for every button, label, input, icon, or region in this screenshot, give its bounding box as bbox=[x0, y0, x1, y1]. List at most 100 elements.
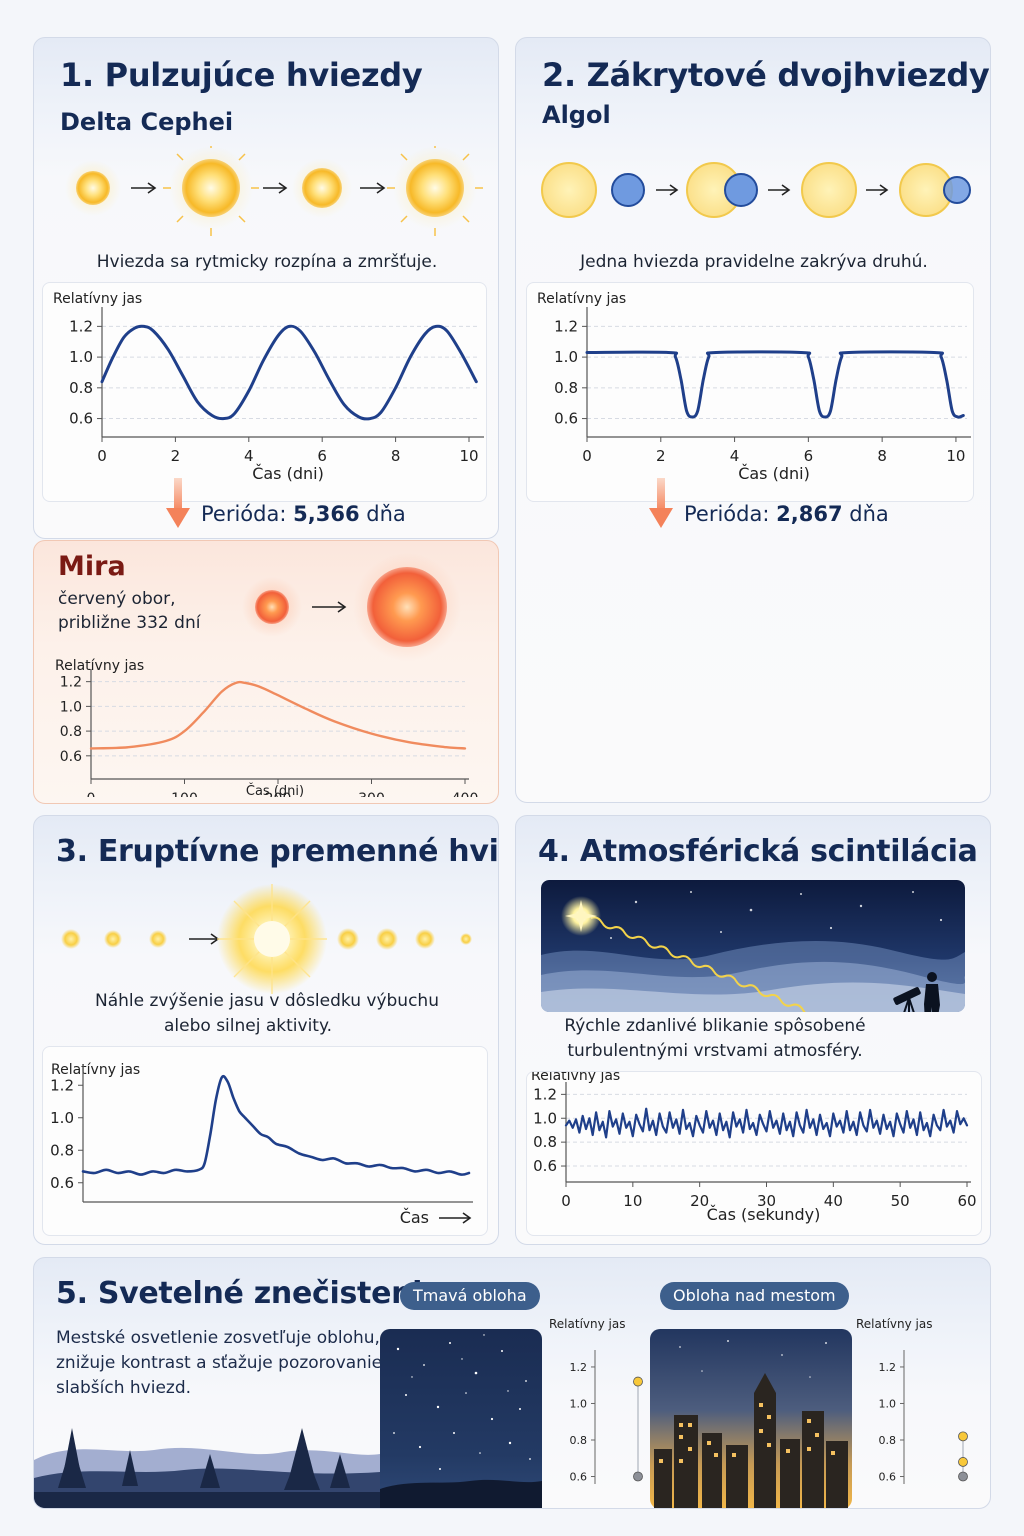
period-unit: dňa bbox=[849, 502, 889, 526]
bright-star-icon bbox=[561, 896, 601, 936]
y-tick-label: 0.8 bbox=[570, 1434, 588, 1447]
eclipse-illustration bbox=[541, 162, 971, 218]
x-tick-label: 0 bbox=[97, 447, 107, 465]
y-tick-label: 1.2 bbox=[554, 317, 578, 335]
panel-subtitle: Algol bbox=[542, 101, 611, 129]
y-tick-label: 1.2 bbox=[60, 675, 82, 691]
arrow-right-icon bbox=[656, 184, 679, 196]
y-tick-label: 1.0 bbox=[554, 348, 578, 366]
x-tick-label: 4 bbox=[730, 447, 740, 465]
x-tick-label: 20 bbox=[690, 1192, 709, 1210]
mira-illustration bbox=[242, 553, 461, 661]
y-tick-label: 1.2 bbox=[570, 1361, 588, 1374]
y-tick-label: 0.6 bbox=[69, 410, 93, 428]
x-tick-label: 30 bbox=[757, 1192, 776, 1210]
telescope-observer-icon bbox=[893, 972, 940, 1012]
y-axis-label: Relatívny jas bbox=[55, 658, 144, 674]
light-curve-line bbox=[585, 350, 965, 419]
y-tick-label: 1.2 bbox=[879, 1361, 897, 1374]
y-tick-label: 0.6 bbox=[60, 749, 82, 765]
chart-frame: Relatívny jas 0.6 0.8 1.0 1.2 0 2 4 6 8 10 Čas (dni… bbox=[526, 282, 974, 502]
y-tick-label: 0.8 bbox=[69, 379, 93, 397]
panel-text-line2: znižuje kontrast a sťažuje pozorovanie bbox=[56, 1353, 383, 1373]
city-sky-image bbox=[650, 1329, 852, 1508]
x-tick-label: 0 bbox=[87, 791, 96, 797]
panel-caption: Jedna hviezda pravidelne zakrýva druhú. bbox=[580, 252, 928, 272]
x-axis-label: Čas (dni) bbox=[246, 783, 304, 797]
x-tick-label: 10 bbox=[946, 447, 965, 465]
panel-subtitle: Delta Cephei bbox=[60, 108, 234, 136]
faint-star-icon bbox=[415, 929, 435, 949]
panel-light-pollution: 5. Svetelné znečistenie Mestské osvetlen… bbox=[33, 1257, 991, 1509]
y-axis-label: Relatívny jas bbox=[856, 1317, 932, 1331]
eruptive-chart: Relatívny jas 0.6 0.8 1.0 1.2 Čas bbox=[50, 1062, 473, 1227]
x-tick-label: 6 bbox=[804, 447, 814, 465]
arrow-down-icon bbox=[649, 478, 673, 532]
x-axis-label: Čas bbox=[400, 1208, 429, 1227]
mira-chart: Relatívny jas 0.6 0.8 1.0 1.2 0 100 200 300 400 Ča… bbox=[55, 658, 479, 797]
x-tick-label: 10 bbox=[459, 447, 478, 465]
y-axis-label: Relatívny jas bbox=[531, 1072, 620, 1084]
forest-silhouette bbox=[34, 1428, 380, 1508]
y-tick-label: 1.0 bbox=[60, 699, 82, 715]
y-tick-label: 1.0 bbox=[570, 1397, 588, 1410]
x-axis-label: Čas (dni) bbox=[252, 464, 324, 483]
eruption-illustration bbox=[61, 884, 472, 994]
delta-cephei-chart: Relatívny jas 0.6 0.8 1.0 1.2 0 2 4 6 8 10 Čas (dni… bbox=[53, 291, 484, 483]
y-tick-label: 0.6 bbox=[879, 1471, 897, 1484]
y-tick-label: 0.8 bbox=[554, 379, 578, 397]
x-tick-label: 50 bbox=[891, 1192, 910, 1210]
y-axis-label: Relatívny jas bbox=[51, 1062, 140, 1078]
x-tick-label: 6 bbox=[317, 447, 327, 465]
panel-mira: Mira červený obor, približne 332 dní Rel… bbox=[33, 540, 499, 804]
scintillation-chart: Relatívny jas 0.6 0.8 1.0 1.2 0 10 20 30 40 50 60 Ča… bbox=[531, 1068, 977, 1224]
chart-frame: Relatívny jas 0.6 0.8 1.0 1.2 0 10 20 30 40 50 60 Ča… bbox=[526, 1068, 982, 1236]
period-readout: Perióda: 5,366 dňa bbox=[201, 502, 406, 526]
panel-text-line1: Mestské osvetlenie zosvetľuje oblohu, bbox=[56, 1328, 380, 1348]
faint-star-icon bbox=[337, 928, 359, 950]
x-tick-label: 10 bbox=[623, 1192, 642, 1210]
period-label: Perióda: bbox=[201, 502, 287, 526]
light-curve-line bbox=[564, 1107, 969, 1139]
pulsation-illustration bbox=[65, 146, 483, 236]
period-value: 2,867 bbox=[776, 502, 843, 526]
large-star-icon bbox=[163, 146, 259, 236]
y-tick-label: 0.6 bbox=[570, 1471, 588, 1484]
binary-egress-icon bbox=[899, 163, 971, 217]
x-axis-label: Čas (dni) bbox=[738, 464, 810, 483]
y-tick-label: 0.6 bbox=[533, 1157, 557, 1175]
light-curve-line bbox=[81, 1074, 471, 1176]
dark-sky-image bbox=[380, 1329, 542, 1508]
arrow-right-icon bbox=[131, 182, 157, 194]
arrow-right-icon bbox=[866, 184, 889, 196]
y-tick-label: 1.0 bbox=[69, 348, 93, 366]
large-red-giant-icon bbox=[353, 553, 461, 661]
y-tick-label: 0.8 bbox=[60, 724, 82, 740]
faint-star-icon bbox=[376, 928, 398, 950]
period-label: Perióda: bbox=[684, 502, 770, 526]
y-tick-label: 0.8 bbox=[533, 1133, 557, 1151]
y-tick-label: 1.0 bbox=[50, 1109, 74, 1127]
y-axis-label: Relatívny jas bbox=[549, 1317, 625, 1331]
x-tick-label: 400 bbox=[452, 791, 479, 797]
city-sky-chart: Relatívny jas 0.6 0.8 1.0 1.2 bbox=[856, 1317, 968, 1484]
x-tick-label: 4 bbox=[244, 447, 254, 465]
algol-chart: Relatívny jas 0.6 0.8 1.0 1.2 0 2 4 6 8 10 Čas (dni… bbox=[537, 291, 971, 483]
sky-brightness-point bbox=[633, 1471, 643, 1482]
dark-sky-label: Tmavá obloha bbox=[400, 1282, 540, 1310]
city-sky-label: Obloha nad mestom bbox=[660, 1282, 849, 1310]
binary-total-eclipse-icon bbox=[801, 162, 857, 218]
arrow-right-icon bbox=[768, 184, 791, 196]
x-tick-label: 0 bbox=[582, 447, 592, 465]
y-tick-label: 1.2 bbox=[69, 317, 93, 335]
panel-text-line3: slabších hviezd. bbox=[56, 1378, 192, 1398]
twinkling-light-ray bbox=[590, 916, 904, 1012]
panel-title: 2. Zákrytové dvojhviezdy bbox=[542, 56, 990, 94]
light-curve-line bbox=[100, 324, 478, 421]
dark-sky-chart: Relatívny jas 0.6 0.8 1.0 1.2 bbox=[549, 1317, 643, 1484]
sky-brightness-point bbox=[958, 1471, 968, 1482]
period-readout: Perióda: 2,867 dňa bbox=[684, 502, 889, 526]
period-value: 5,366 bbox=[293, 502, 360, 526]
small-red-giant-icon bbox=[242, 577, 302, 637]
small-star-icon bbox=[65, 160, 121, 216]
